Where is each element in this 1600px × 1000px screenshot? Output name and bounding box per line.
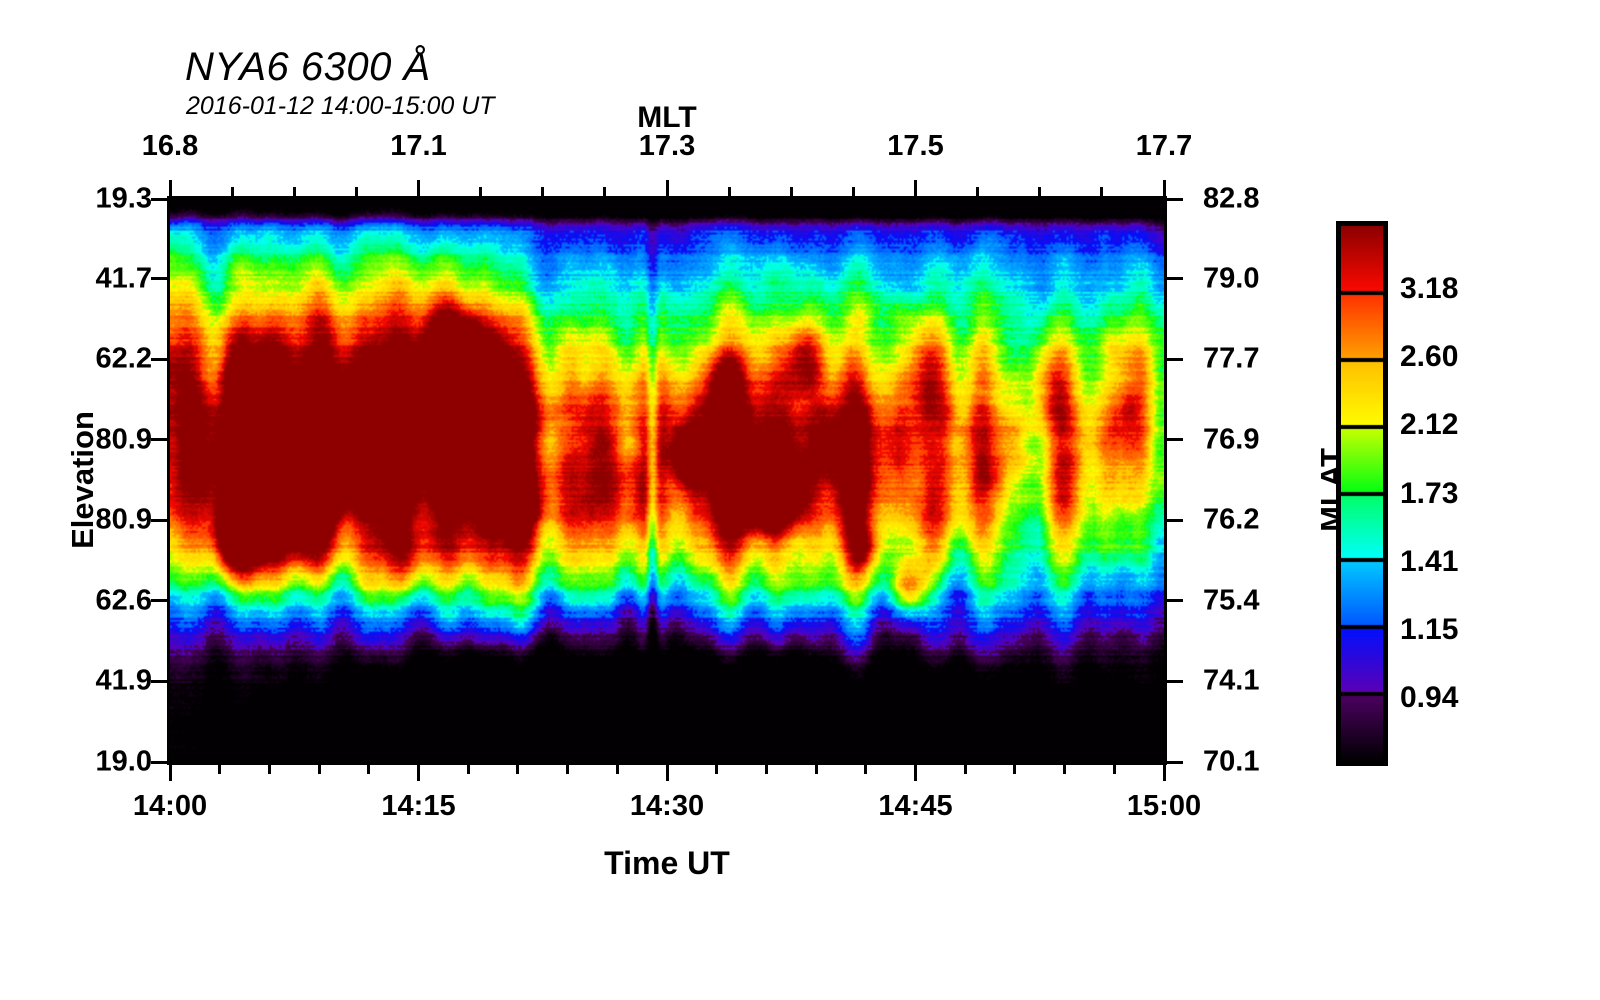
mlt-tick-minor <box>851 187 855 196</box>
time-tick-minor <box>864 765 868 774</box>
elevation-tick <box>151 197 167 201</box>
elevation-tick <box>151 518 167 522</box>
colorbar-tick-label: 2.60 <box>1400 340 1459 374</box>
mlt-tick-label: 17.3 <box>638 130 696 162</box>
mlat-tick-label: 76.9 <box>1203 423 1260 456</box>
time-tick-label: 15:00 <box>1126 790 1202 822</box>
elevation-tick-label: 41.7 <box>95 262 152 295</box>
mlat-tick-label: 75.4 <box>1203 584 1260 617</box>
mlt-tick-major <box>665 180 669 196</box>
time-tick-label: 14:00 <box>132 790 208 822</box>
mlat-tick-label: 77.7 <box>1203 342 1260 375</box>
mlat-tick <box>1167 599 1183 603</box>
mlt-tick-major <box>417 180 420 196</box>
mlat-tick <box>1167 438 1183 442</box>
time-tick-label: 14:45 <box>878 790 953 822</box>
time-tick-minor <box>963 765 967 774</box>
mlt-tick-minor <box>479 187 483 196</box>
mlt-tick-minor <box>789 187 793 196</box>
mlt-tick-minor <box>1038 187 1042 196</box>
time-tick-minor <box>1063 765 1067 774</box>
time-tick-minor <box>317 765 321 774</box>
mlt-axis-title: MLT <box>637 101 697 134</box>
time-tick-minor <box>814 765 818 774</box>
elevation-tick <box>151 760 167 764</box>
mlat-tick-label: 70.1 <box>1203 745 1260 778</box>
time-tick-major <box>665 765 669 781</box>
plot-area <box>167 196 1167 765</box>
elevation-tick-label: 80.9 <box>95 423 152 456</box>
elevation-tick <box>151 679 167 683</box>
mlat-tick-label: 82.8 <box>1203 182 1260 215</box>
mlt-tick-minor <box>1100 187 1104 196</box>
mlt-tick-label: 17.5 <box>887 130 944 162</box>
time-tick-minor <box>367 765 371 774</box>
page-title: NYA6 6300 Å <box>185 45 431 89</box>
mlt-tick-minor <box>230 187 234 196</box>
time-tick-minor <box>566 765 570 774</box>
mlat-tick-label: 76.2 <box>1203 503 1260 536</box>
time-tick-minor <box>715 765 719 774</box>
elevation-tick-label: 41.9 <box>95 664 152 697</box>
mlt-tick-minor <box>354 187 358 196</box>
mlt-tick-label: 17.1 <box>390 130 447 162</box>
colorbar <box>1336 221 1388 766</box>
colorbar-tick-label: 1.41 <box>1400 544 1459 578</box>
elevation-tick-label: 62.6 <box>95 584 152 617</box>
time-axis-title: Time UT <box>604 845 730 881</box>
elevation-tick <box>151 438 167 442</box>
mlat-tick-label: 79.0 <box>1203 262 1260 295</box>
mlt-tick-label: 16.8 <box>141 130 199 162</box>
time-tick-major <box>1162 765 1166 781</box>
time-tick-minor <box>466 765 470 774</box>
mlat-tick <box>1167 357 1183 361</box>
elevation-tick-label: 19.0 <box>95 745 152 778</box>
colorbar-gradient <box>1341 226 1383 761</box>
elevation-tick-label: 19.3 <box>95 182 152 215</box>
mlt-tick-label: 17.7 <box>1135 130 1193 162</box>
mlt-tick-minor <box>541 187 545 196</box>
mlat-tick <box>1167 518 1183 522</box>
time-tick-minor <box>1013 765 1017 774</box>
colorbar-tick-label: 2.12 <box>1400 408 1459 442</box>
mlat-tick <box>1167 679 1183 683</box>
elevation-tick <box>151 357 167 361</box>
keogram-heatmap <box>170 199 1164 762</box>
mlat-tick <box>1167 277 1183 281</box>
time-tick-minor <box>218 765 222 774</box>
mlt-tick-minor <box>727 187 731 196</box>
mlat-tick <box>1167 760 1183 764</box>
colorbar-tick-label: 1.73 <box>1400 476 1459 510</box>
elevation-tick <box>151 599 167 603</box>
mlt-tick-major <box>914 180 917 196</box>
mlt-tick-minor <box>292 187 296 196</box>
mlt-tick-major <box>168 180 172 196</box>
mlat-tick <box>1167 197 1183 201</box>
elevation-tick <box>151 277 167 281</box>
time-tick-label: 14:30 <box>629 790 705 822</box>
time-tick-label: 14:15 <box>381 790 456 822</box>
elevation-tick-label: 80.9 <box>95 503 152 536</box>
time-tick-major <box>914 765 917 781</box>
time-tick-major <box>168 765 172 781</box>
elevation-tick-label: 62.2 <box>95 342 152 375</box>
colorbar-tick-label: 0.94 <box>1400 680 1459 714</box>
mlt-tick-major <box>1162 180 1166 196</box>
mlat-tick-label: 74.1 <box>1203 664 1260 697</box>
time-tick-minor <box>615 765 619 774</box>
time-tick-minor <box>764 765 768 774</box>
page-subtitle: 2016-01-12 14:00-15:00 UT <box>186 92 495 120</box>
time-tick-major <box>417 765 420 781</box>
colorbar-tick-label: 3.18 <box>1400 272 1459 306</box>
mlt-tick-minor <box>603 187 607 196</box>
time-tick-minor <box>267 765 271 774</box>
time-tick-minor <box>1112 765 1116 774</box>
colorbar-tick-label: 1.15 <box>1400 612 1459 646</box>
mlt-tick-minor <box>976 187 980 196</box>
time-tick-minor <box>516 765 520 774</box>
